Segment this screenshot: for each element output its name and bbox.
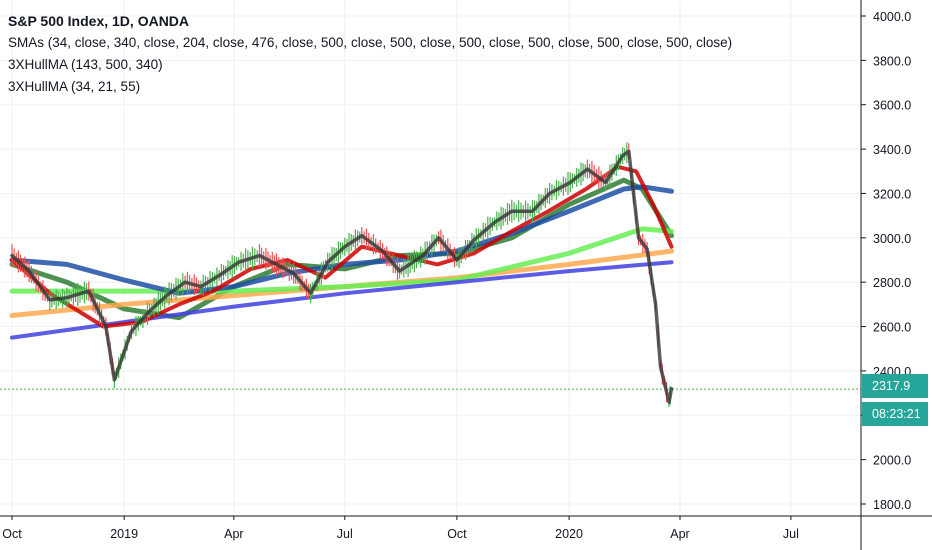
series-layer [9,164,674,340]
study-line-smas[interactable]: SMAs (34, close, 340, close, 204, close,… [8,35,733,50]
bar-countdown-tag: 08:23:21 [862,402,928,426]
x-tick-label: Jul [337,527,353,541]
study-line-hullma-34[interactable]: 3XHullMA (34, 21, 55) [8,79,141,94]
x-tick-label: 2019 [110,527,138,541]
series-line [9,248,674,318]
x-tick-label: Apr [224,527,243,541]
symbol-title[interactable]: S&P 500 Index, 1D, OANDA [8,13,190,29]
series-line [9,184,674,296]
y-tick-label: 3600.0 [873,99,911,113]
y-tick-label: 3000.0 [873,232,911,246]
series-line [9,226,674,294]
x-tick-label: Oct [2,527,22,541]
y-tick-label: 2800.0 [873,276,911,290]
y-tick-label: 1800.0 [873,498,911,512]
y-tick-label: 4000.0 [873,10,911,24]
x-tick-label: Apr [670,527,689,541]
x-tick-label: 2020 [555,527,583,541]
price-line [10,149,674,404]
y-tick-label: 2600.0 [873,321,911,335]
y-tick-label: 3400.0 [873,143,911,157]
study-line-hullma-143[interactable]: 3XHullMA (143, 500, 340) [8,57,163,72]
price-layer [10,142,674,407]
x-tick-label: Jul [783,527,799,541]
y-tick-label: 3200.0 [873,187,911,201]
x-tick-label: Oct [447,527,467,541]
last-price-tag: 2317.9 [862,374,928,398]
y-tick-label: 2000.0 [873,454,911,468]
chart-legend: S&P 500 Index, 1D, OANDA SMAs (34, close… [8,10,732,98]
y-tick-label: 3800.0 [873,54,911,68]
